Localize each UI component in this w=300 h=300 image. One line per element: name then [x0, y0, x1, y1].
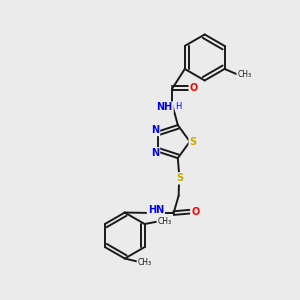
Text: H: H — [176, 102, 182, 111]
Text: CH₃: CH₃ — [157, 217, 171, 226]
Text: NH: NH — [157, 102, 173, 112]
Text: CH₃: CH₃ — [237, 70, 251, 79]
Text: N: N — [151, 148, 159, 158]
Text: S: S — [176, 173, 183, 183]
Text: N: N — [151, 125, 159, 135]
Text: S: S — [190, 136, 197, 147]
Text: CH₃: CH₃ — [137, 258, 152, 267]
Text: O: O — [190, 83, 198, 93]
Text: HN: HN — [148, 205, 164, 215]
Text: O: O — [191, 207, 200, 217]
